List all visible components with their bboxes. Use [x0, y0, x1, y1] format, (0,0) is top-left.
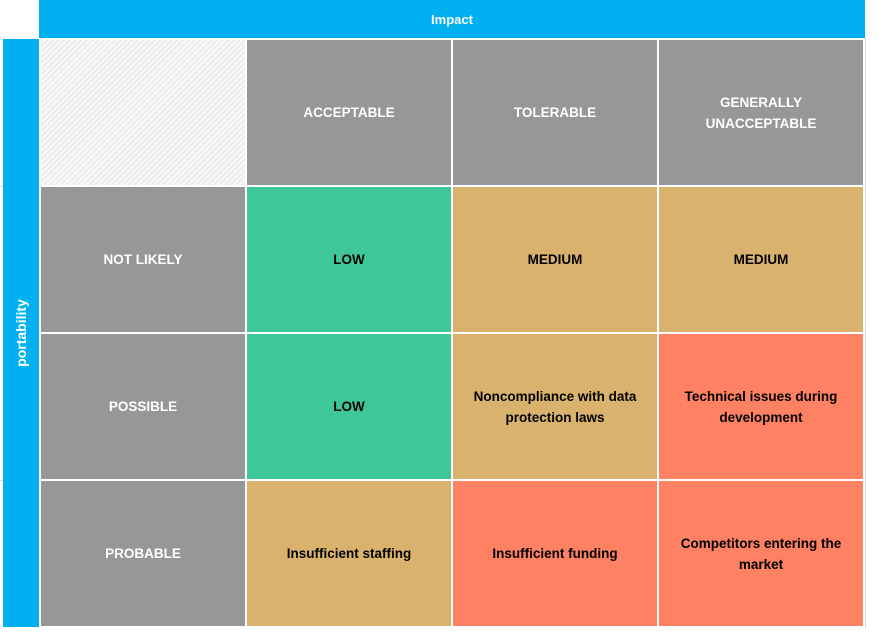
gridline — [0, 480, 3, 481]
impact-header[interactable]: Impact — [39, 0, 865, 38]
risk-cell[interactable]: Insufficient funding — [453, 481, 657, 626]
risk-cell[interactable]: Noncompliance with data protection laws — [453, 334, 657, 479]
risk-cell[interactable]: MEDIUM — [659, 187, 863, 332]
portability-sidebar[interactable]: portability — [3, 39, 39, 627]
column-header-acceptable[interactable]: ACCEPTABLE — [247, 40, 451, 185]
row-header-not-likely[interactable]: NOT LIKELY — [41, 187, 245, 332]
risk-cell[interactable]: Technical issues during development — [659, 334, 863, 479]
column-header-generally-unacceptable[interactable]: GENERALLY UNACCEPTABLE — [659, 40, 863, 185]
column-header-tolerable[interactable]: TOLERABLE — [453, 40, 657, 185]
gridline — [0, 186, 3, 187]
risk-cell[interactable]: Competitors entering the market — [659, 481, 863, 626]
row-header-probable[interactable]: PROBABLE — [41, 481, 245, 626]
risk-cell[interactable]: LOW — [247, 334, 451, 479]
gridline — [865, 38, 866, 628]
row-header-possible[interactable]: POSSIBLE — [41, 334, 245, 479]
risk-cell[interactable]: MEDIUM — [453, 187, 657, 332]
risk-cell[interactable]: LOW — [247, 187, 451, 332]
corner-cell[interactable] — [41, 40, 245, 185]
portability-label: portability — [13, 299, 29, 367]
risk-cell[interactable]: Insufficient staffing — [247, 481, 451, 626]
